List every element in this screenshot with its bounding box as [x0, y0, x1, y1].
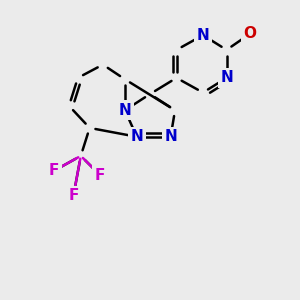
Text: N: N	[164, 129, 177, 144]
Text: N: N	[220, 70, 233, 86]
Text: N: N	[196, 28, 209, 43]
Text: N: N	[118, 103, 131, 118]
Text: O: O	[244, 26, 256, 41]
Text: F: F	[68, 188, 79, 203]
Text: F: F	[49, 163, 59, 178]
Text: F: F	[95, 167, 105, 182]
Text: N: N	[130, 129, 143, 144]
